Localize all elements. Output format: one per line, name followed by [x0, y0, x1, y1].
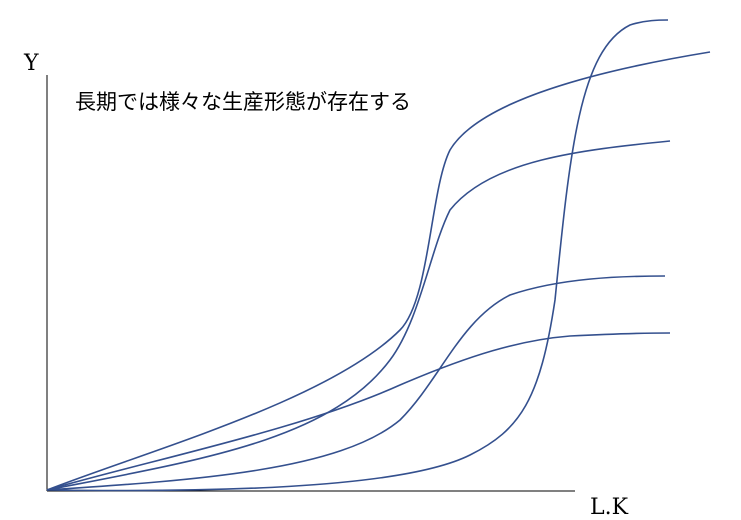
production-curve — [46, 140, 671, 491]
production-curve — [46, 275, 666, 491]
production-curve — [46, 19, 669, 492]
production-curve — [46, 332, 671, 491]
y-axis-label: Y — [23, 51, 39, 76]
annotation: 長期では様々な生産形態が存在する — [75, 90, 411, 114]
production-curve — [46, 51, 711, 491]
x-axis-label: L.K — [590, 495, 629, 520]
